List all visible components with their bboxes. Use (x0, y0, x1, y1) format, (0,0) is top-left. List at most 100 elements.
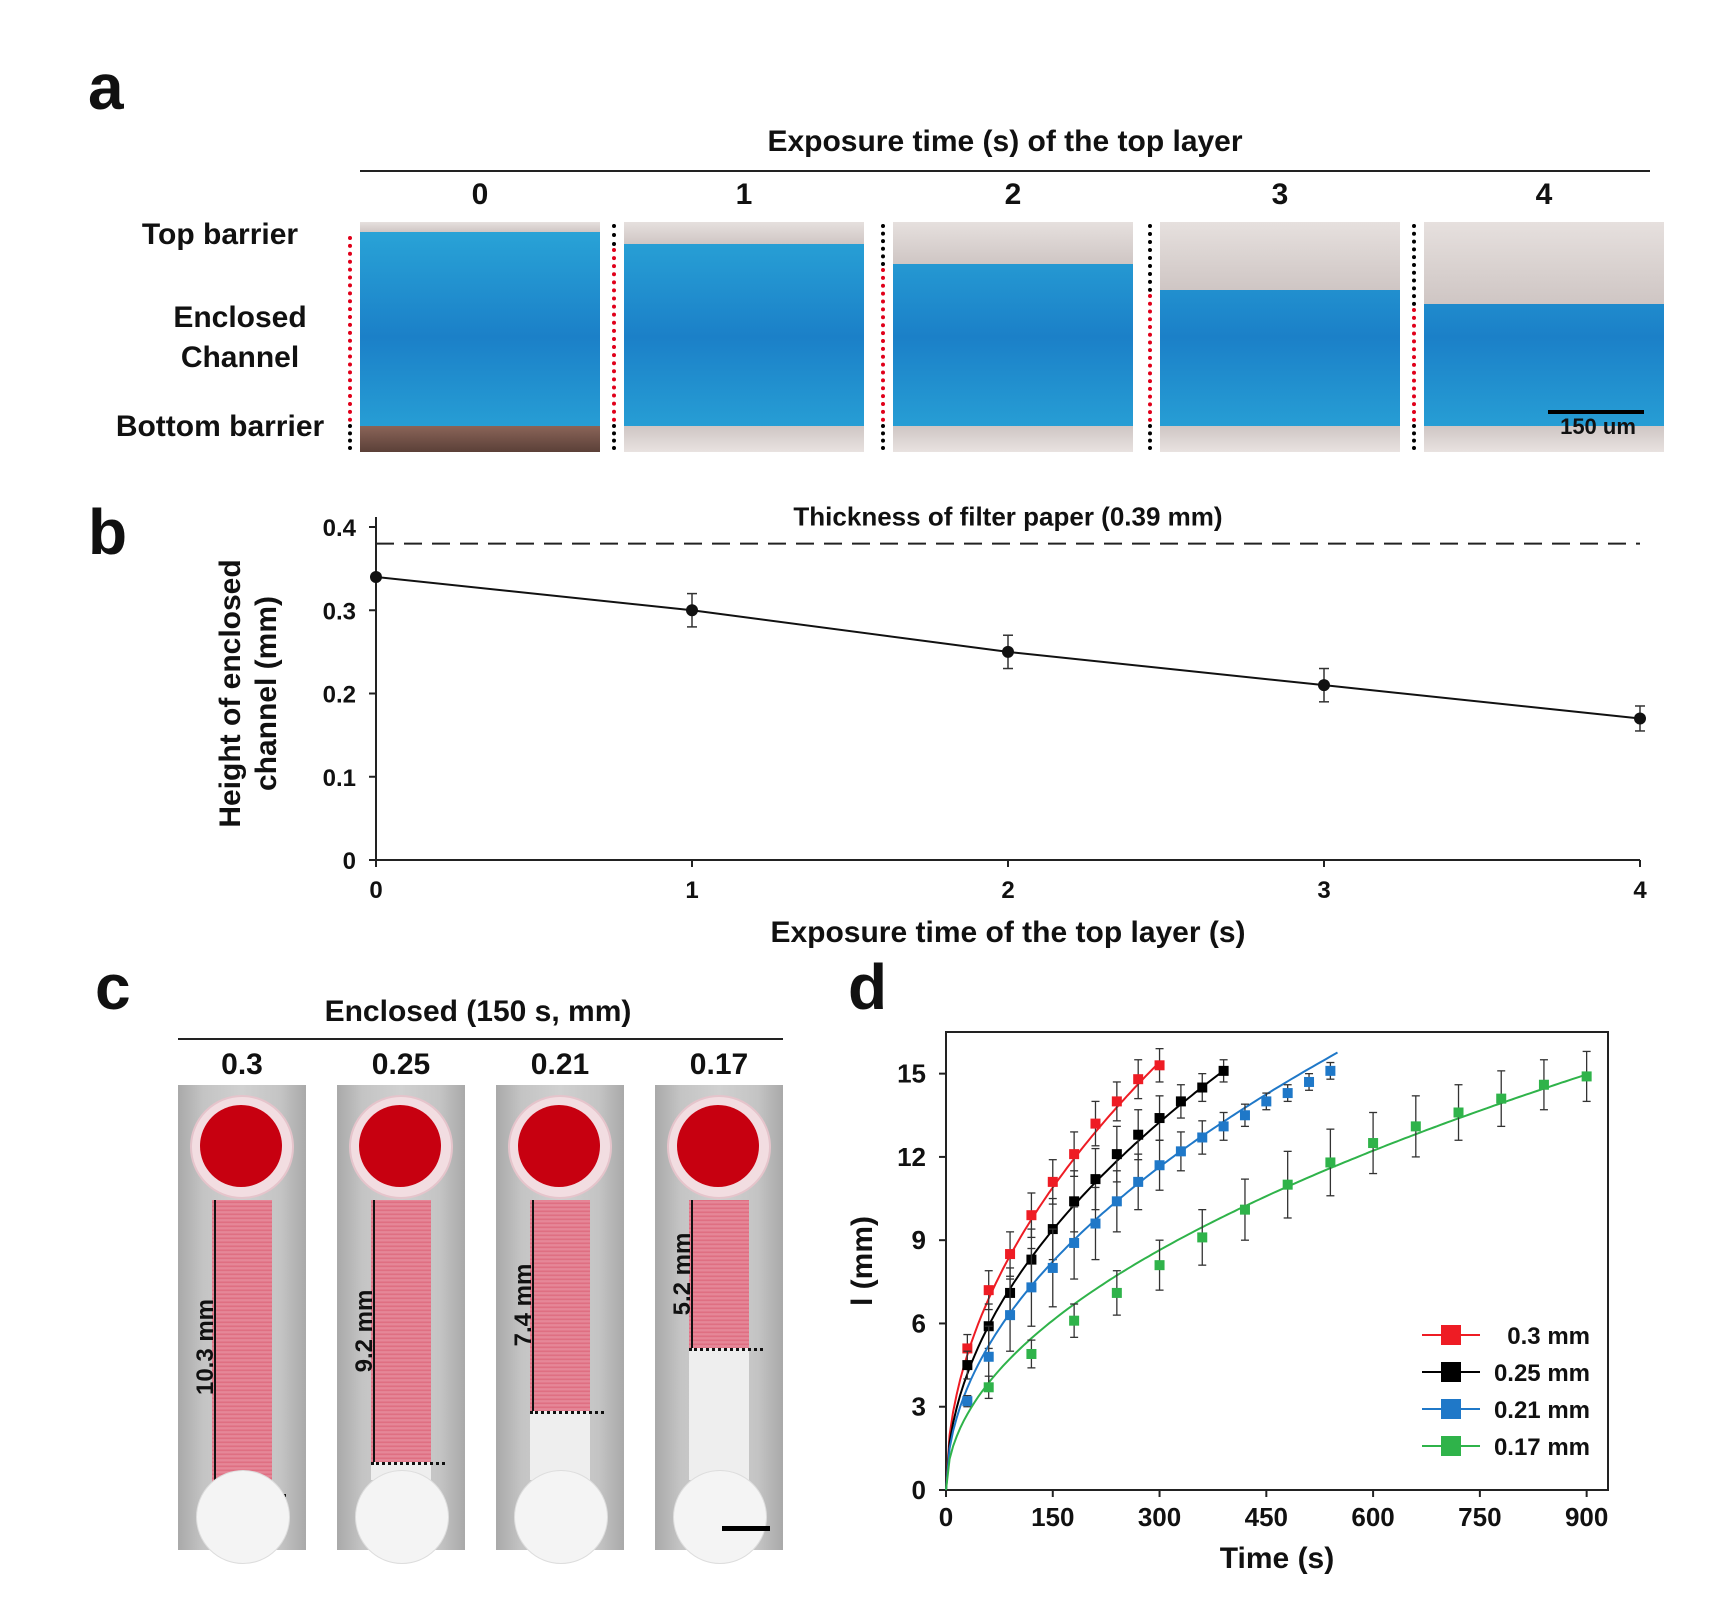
data-point (1090, 1174, 1101, 1185)
top-barrier-band (893, 222, 1133, 264)
front-dotted-line (689, 1348, 763, 1352)
bottom-barrier-band (1424, 426, 1664, 452)
data-point (1111, 1149, 1122, 1160)
data-point (1154, 1160, 1165, 1171)
channel-height-label: 0.17 (689, 1048, 749, 1081)
data-point (1368, 1138, 1379, 1149)
data-point (370, 570, 382, 583)
y-tick-label: 9 (912, 1225, 926, 1255)
chart-b: 0 1 2 3 4 0 0.1 0.2 0.3 0.4 Thickness of filter pa… (214, 502, 1647, 949)
data-point (1282, 1088, 1293, 1099)
y-axis-label: Height of enclosed channel (mm) (214, 559, 283, 827)
reference-line-label: Thickness of filter paper (0.39 mm) (793, 502, 1222, 532)
channel-height-marker (348, 236, 352, 422)
data-point (1026, 1348, 1037, 1359)
data-point (1410, 1121, 1421, 1132)
front-dotted-line (530, 1410, 604, 1414)
top-barrier-marker (612, 224, 616, 246)
data-point (1002, 645, 1014, 658)
data-point (1133, 1074, 1144, 1085)
data-point (1090, 1118, 1101, 1129)
data-point (1197, 1232, 1208, 1243)
top-barrier-band (1160, 222, 1400, 290)
data-point (1538, 1079, 1549, 1090)
bottom-barrier-band (1160, 426, 1400, 452)
data-point (1175, 1096, 1186, 1107)
channel-height-marker (1412, 308, 1416, 422)
x-tick-label: 2 (1001, 877, 1014, 904)
series-2 (945, 1051, 1338, 1491)
series-0 (945, 1048, 1165, 1491)
y-axis-label: l (mm) (846, 1216, 879, 1306)
legend-label: 0.21 mm (1494, 1397, 1590, 1424)
data-point (1026, 1282, 1037, 1293)
data-point (1197, 1082, 1208, 1093)
top-barrier-band (1424, 222, 1664, 304)
y-tick-label: 3 (912, 1392, 926, 1422)
top-barrier-band (360, 222, 600, 232)
fit-curve (945, 1051, 1338, 1491)
channel-height-label: 0.25 (371, 1048, 431, 1081)
panel-label-b: b (88, 496, 128, 568)
scale-bar (1548, 410, 1644, 414)
wicked-dye-fill (371, 1200, 431, 1463)
data-point (1218, 1065, 1229, 1076)
top-barrier-band (624, 222, 864, 244)
y-tick-label: 12 (897, 1142, 926, 1172)
y-tick-label: 0 (912, 1475, 926, 1505)
data-point (983, 1285, 994, 1296)
length-arrow (373, 1200, 375, 1463)
y-tick-label: 0 (343, 848, 356, 875)
data-point (1069, 1315, 1080, 1326)
data-point (1069, 1149, 1080, 1160)
x-tick-label: 4 (1633, 877, 1647, 904)
length-arrow (532, 1200, 534, 1411)
wicking-length-label: 5.2 mm (669, 1232, 696, 1316)
absorbent-pad (355, 1470, 449, 1564)
bottom-barrier-marker (1412, 424, 1416, 450)
wicking-length-label: 9.2 mm (351, 1289, 378, 1373)
bottom-barrier-band (893, 426, 1133, 452)
data-point (1154, 1113, 1165, 1124)
x-tick-label: 0 (369, 877, 382, 904)
bottom-barrier-marker (1148, 424, 1152, 450)
data-point (1154, 1260, 1165, 1271)
x-tick-label: 600 (1351, 1502, 1394, 1532)
bottom-barrier-marker (612, 424, 616, 450)
fit-curve (945, 1073, 1587, 1491)
exposure-column-label: 1 (735, 178, 753, 211)
micrograph-exposure-1 (624, 222, 864, 452)
data-point (1318, 679, 1330, 692)
micrograph-exposure-0 (360, 222, 600, 452)
panel-c-header-rule (178, 1038, 783, 1040)
data-point (1069, 1237, 1080, 1248)
micrograph-exposure-3 (1160, 222, 1400, 452)
wicking-length-label: 7.4 mm (510, 1264, 537, 1347)
data-point (983, 1382, 994, 1393)
top-barrier-marker (1412, 224, 1416, 306)
data-point (962, 1343, 973, 1354)
data-point (1111, 1096, 1122, 1107)
data-point (1634, 712, 1646, 725)
scale-bar-label: 150 um (1560, 414, 1636, 439)
micrograph-exposure-4 (1424, 222, 1664, 452)
panel-label-a: a (88, 51, 124, 123)
panel-label-d: d (848, 951, 888, 1023)
data-point (1090, 1218, 1101, 1229)
bottom-barrier-marker (348, 424, 352, 450)
data-point (1005, 1249, 1016, 1260)
channel-height-marker (1148, 294, 1152, 422)
data-point (1325, 1065, 1336, 1076)
data-point (1026, 1210, 1037, 1221)
x-axis-label: Exposure time of the top layer (s) (770, 916, 1245, 949)
data-point (1282, 1179, 1293, 1190)
row-label-enclosed-channel: Enclosed Channel (173, 301, 307, 374)
data-point (1111, 1287, 1122, 1298)
y-tick-label: 0.1 (323, 765, 356, 792)
data-point (962, 1396, 973, 1407)
data-point (1197, 1132, 1208, 1143)
data-point (686, 604, 698, 617)
red-dye-reservoir (359, 1105, 441, 1187)
bottom-barrier-band (624, 426, 864, 452)
legend-label: 0.3 mm (1507, 1323, 1590, 1350)
